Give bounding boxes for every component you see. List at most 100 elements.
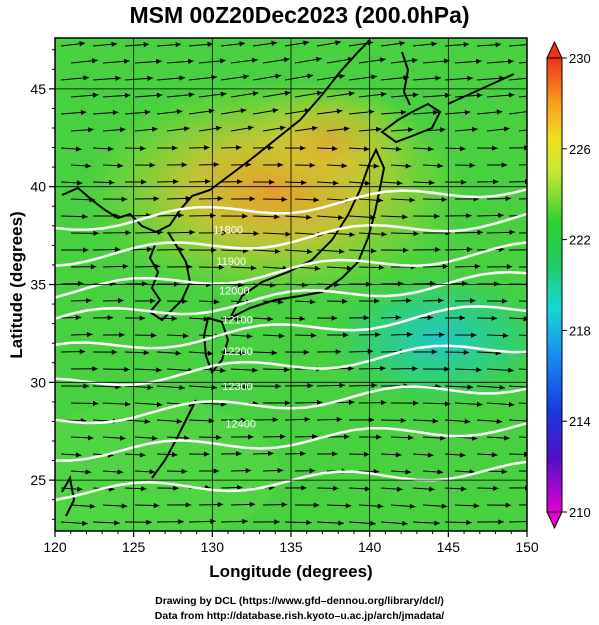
wind-vector-head (339, 382, 345, 388)
colorbar-upper-arrow (546, 40, 563, 59)
wind-vector-head (121, 196, 128, 202)
contour-label: 12200 (222, 346, 253, 358)
wind-vector-head (249, 196, 256, 202)
wind-vector-head (398, 281, 404, 287)
colorbar-gradient (546, 57, 563, 513)
wind-vector-head (235, 316, 242, 322)
wind-vector-head (539, 265, 544, 270)
wind-vector-head (277, 162, 284, 168)
wind-vector-head (525, 485, 527, 491)
wind-vector-head (408, 127, 414, 133)
wind-vector-head (247, 125, 254, 131)
x-tick-label: 150 (515, 539, 539, 555)
wind-vector-head (217, 501, 224, 508)
wind-vector-head (299, 451, 306, 457)
wind-vector-head (503, 126, 510, 132)
wind-vector-head (83, 383, 89, 389)
wind-vector-head (315, 56, 322, 62)
wind-vector-head (189, 229, 195, 236)
wind-vector-head (251, 57, 258, 63)
wind-vector-head (93, 230, 99, 236)
wind-vector-head (109, 179, 115, 186)
wind-vector-head (279, 125, 286, 131)
wind-vector-head (370, 248, 377, 254)
wind-vector-head (400, 109, 407, 115)
wind-vector-head (348, 91, 355, 97)
wind-vector-head (173, 179, 179, 185)
wind-vector-head (77, 486, 83, 492)
wind-vector-head (311, 433, 318, 440)
wind-vector-head (434, 520, 440, 526)
wind-vector-head (338, 520, 344, 526)
wind-vector-head (434, 247, 441, 253)
wind-vector-head (124, 366, 130, 373)
wind-vector (508, 111, 527, 115)
wind-vector-head (117, 469, 124, 475)
contour-label: 12100 (222, 315, 253, 327)
wind-vector-head (111, 41, 117, 47)
wind-vector-head (503, 435, 510, 441)
wind-vector-head (347, 56, 354, 63)
wind-vector-head (409, 197, 416, 203)
wind-vector-head (210, 518, 216, 524)
temperature-field-south (55, 400, 280, 531)
wind-vector-head (342, 298, 348, 305)
wind-vector-head (76, 180, 83, 186)
wind-vector-head (373, 163, 380, 169)
wind-vector-head (460, 146, 466, 152)
wind-vector-head (364, 180, 371, 186)
wind-vector-head (277, 467, 284, 474)
wind-vector-head (405, 163, 412, 169)
wind-vector-head (277, 299, 284, 305)
y-tick-label: 35 (30, 277, 46, 293)
wind-vector-head (380, 399, 387, 406)
wind-vector-head (171, 452, 178, 458)
wind-vector-head (399, 40, 405, 47)
contour-label: 12300 (222, 381, 253, 393)
wind-vector-head (236, 451, 242, 457)
wind-vector-head (411, 57, 418, 64)
wind-vector-head (185, 195, 192, 202)
wind-vector-head (343, 126, 350, 132)
coastline-hokkaido (380, 102, 442, 144)
wind-vector-head (299, 315, 306, 322)
wind-vector-head (345, 503, 352, 509)
wind-vector-head (236, 144, 242, 151)
wind-vector-head (499, 384, 505, 391)
wind-vector-head (142, 281, 148, 287)
wind-vector-head (442, 263, 449, 270)
y-tick-label: 30 (30, 374, 46, 390)
wind-vector-head (402, 214, 408, 220)
wind-vector-head (204, 145, 210, 151)
wind-vector-head (211, 384, 217, 391)
wind-vector-head (111, 349, 118, 355)
wind-vector-head (495, 42, 501, 48)
wind-vector-head (188, 92, 195, 98)
wind-vector-head (107, 146, 114, 152)
wind-vector-head (459, 452, 466, 458)
wind-vector-head (204, 178, 211, 185)
wind-vector-head (181, 468, 188, 474)
wind-vector-head (301, 282, 308, 288)
wind-vector-head (248, 434, 254, 440)
wind-vector-head (179, 75, 185, 81)
wind-vector-head (493, 485, 499, 492)
wind-vector-head (112, 109, 119, 116)
wind-vector-head (147, 384, 153, 390)
wind-vector-head (156, 401, 163, 408)
wind-vector-head (220, 91, 227, 97)
wind-vector-head (207, 41, 213, 47)
wind-vector-head (529, 418, 535, 423)
wind-vector-head (146, 246, 153, 252)
wind-vector-head (176, 109, 183, 115)
wind-vector-head (534, 469, 539, 474)
wind-vector-head (240, 108, 247, 114)
wind-vector-head (172, 145, 178, 151)
wind-vector-head (83, 247, 89, 253)
wind-vector-head (156, 367, 162, 373)
wind-vector-head (377, 197, 384, 203)
wind-vector-head (428, 180, 435, 186)
wind-vector-head (538, 196, 543, 201)
wind-vector-head (463, 41, 469, 48)
